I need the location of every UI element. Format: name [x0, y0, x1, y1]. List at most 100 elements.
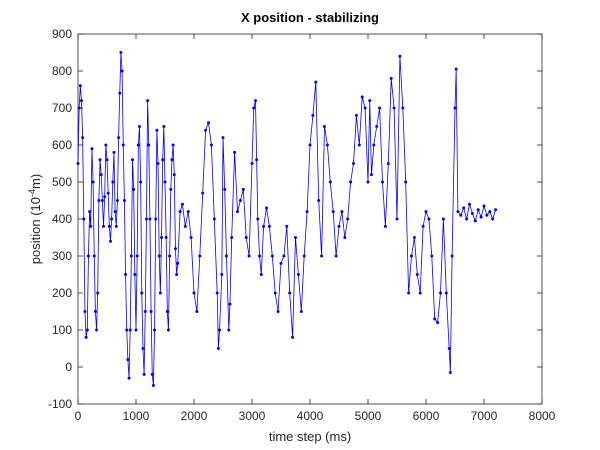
data-point	[163, 180, 167, 184]
data-point	[127, 376, 131, 380]
data-point	[96, 291, 100, 295]
data-point	[479, 215, 483, 219]
data-point	[485, 213, 489, 217]
data-point	[259, 273, 263, 276]
data-point	[282, 254, 286, 258]
data-point	[99, 173, 103, 177]
data-point	[128, 328, 132, 332]
data-point	[320, 254, 324, 258]
data-point	[291, 335, 295, 339]
data-point	[76, 162, 80, 165]
data-point	[369, 173, 373, 177]
data-point	[216, 347, 220, 350]
data-point	[244, 236, 248, 239]
data-point	[258, 254, 262, 258]
data-point	[131, 158, 135, 162]
data-point	[141, 347, 145, 350]
data-point	[134, 328, 138, 332]
data-point	[122, 199, 126, 202]
data-point	[238, 199, 242, 202]
y-axis-label: position (10-4m)	[27, 174, 43, 264]
data-point	[352, 162, 355, 165]
data-point	[82, 217, 86, 221]
data-point	[325, 143, 329, 147]
data-point	[224, 254, 228, 258]
data-point	[147, 143, 151, 147]
data-point	[386, 162, 390, 165]
data-point	[157, 254, 161, 258]
x-tick-label: 1000	[123, 409, 150, 423]
data-point	[439, 291, 442, 295]
data-point	[404, 180, 408, 184]
data-point	[223, 187, 227, 191]
data-point	[186, 210, 190, 214]
data-point	[273, 291, 277, 295]
data-point	[294, 236, 297, 239]
data-point	[97, 199, 101, 202]
data-point	[100, 199, 104, 202]
data-point	[331, 210, 335, 214]
data-point	[140, 291, 144, 295]
data-point	[230, 236, 234, 239]
data-point	[154, 217, 158, 221]
data-point	[305, 210, 309, 214]
data-point	[473, 219, 477, 223]
y-tick-label: 400	[52, 212, 72, 226]
data-point	[302, 254, 306, 258]
data-point	[448, 371, 452, 375]
x-tick-label: 4000	[297, 409, 324, 423]
data-point	[135, 254, 139, 258]
data-point	[450, 254, 454, 258]
data-point	[314, 80, 318, 84]
data-point	[142, 372, 146, 376]
data-point	[308, 143, 312, 147]
data-point	[113, 210, 117, 214]
y-tick-label: 100	[52, 323, 72, 337]
x-tick-label: 7000	[471, 409, 498, 423]
y-tick-label: 800	[52, 64, 72, 78]
data-point	[360, 95, 364, 99]
data-point	[155, 128, 159, 132]
data-point	[110, 217, 114, 221]
data-point	[95, 328, 99, 332]
data-point	[334, 254, 338, 258]
data-point	[90, 147, 94, 151]
x-tick-label: 3000	[239, 409, 266, 423]
data-point	[195, 310, 199, 313]
data-point	[121, 143, 125, 147]
data-point	[346, 217, 350, 221]
data-point	[169, 187, 173, 191]
data-point	[119, 51, 123, 54]
data-point	[454, 67, 458, 71]
data-point	[256, 217, 260, 221]
data-point	[164, 236, 168, 239]
y-tick-label: 700	[52, 101, 72, 115]
data-point	[89, 224, 93, 228]
y-tick-label: 200	[52, 286, 72, 300]
data-point	[407, 291, 411, 295]
data-point	[146, 99, 150, 103]
data-point	[285, 224, 289, 228]
data-point	[209, 143, 213, 147]
data-point	[79, 99, 83, 103]
data-point	[427, 217, 431, 221]
y-tick-label: 900	[52, 27, 72, 41]
data-point	[78, 84, 82, 88]
data-point	[383, 224, 387, 228]
data-point	[125, 328, 129, 332]
data-point	[221, 136, 225, 140]
data-point	[175, 273, 179, 276]
data-point	[410, 254, 413, 258]
data-point	[354, 113, 358, 117]
data-point	[126, 358, 130, 362]
x-axis-label: time step (ms)	[269, 429, 351, 444]
data-point	[430, 254, 434, 258]
data-point	[176, 261, 180, 265]
data-point	[241, 187, 245, 191]
data-point	[418, 291, 422, 295]
data-point	[228, 302, 232, 306]
data-point	[494, 208, 498, 212]
data-point	[220, 273, 224, 276]
y-label-part: position (10	[28, 197, 43, 264]
data-point	[178, 210, 182, 214]
